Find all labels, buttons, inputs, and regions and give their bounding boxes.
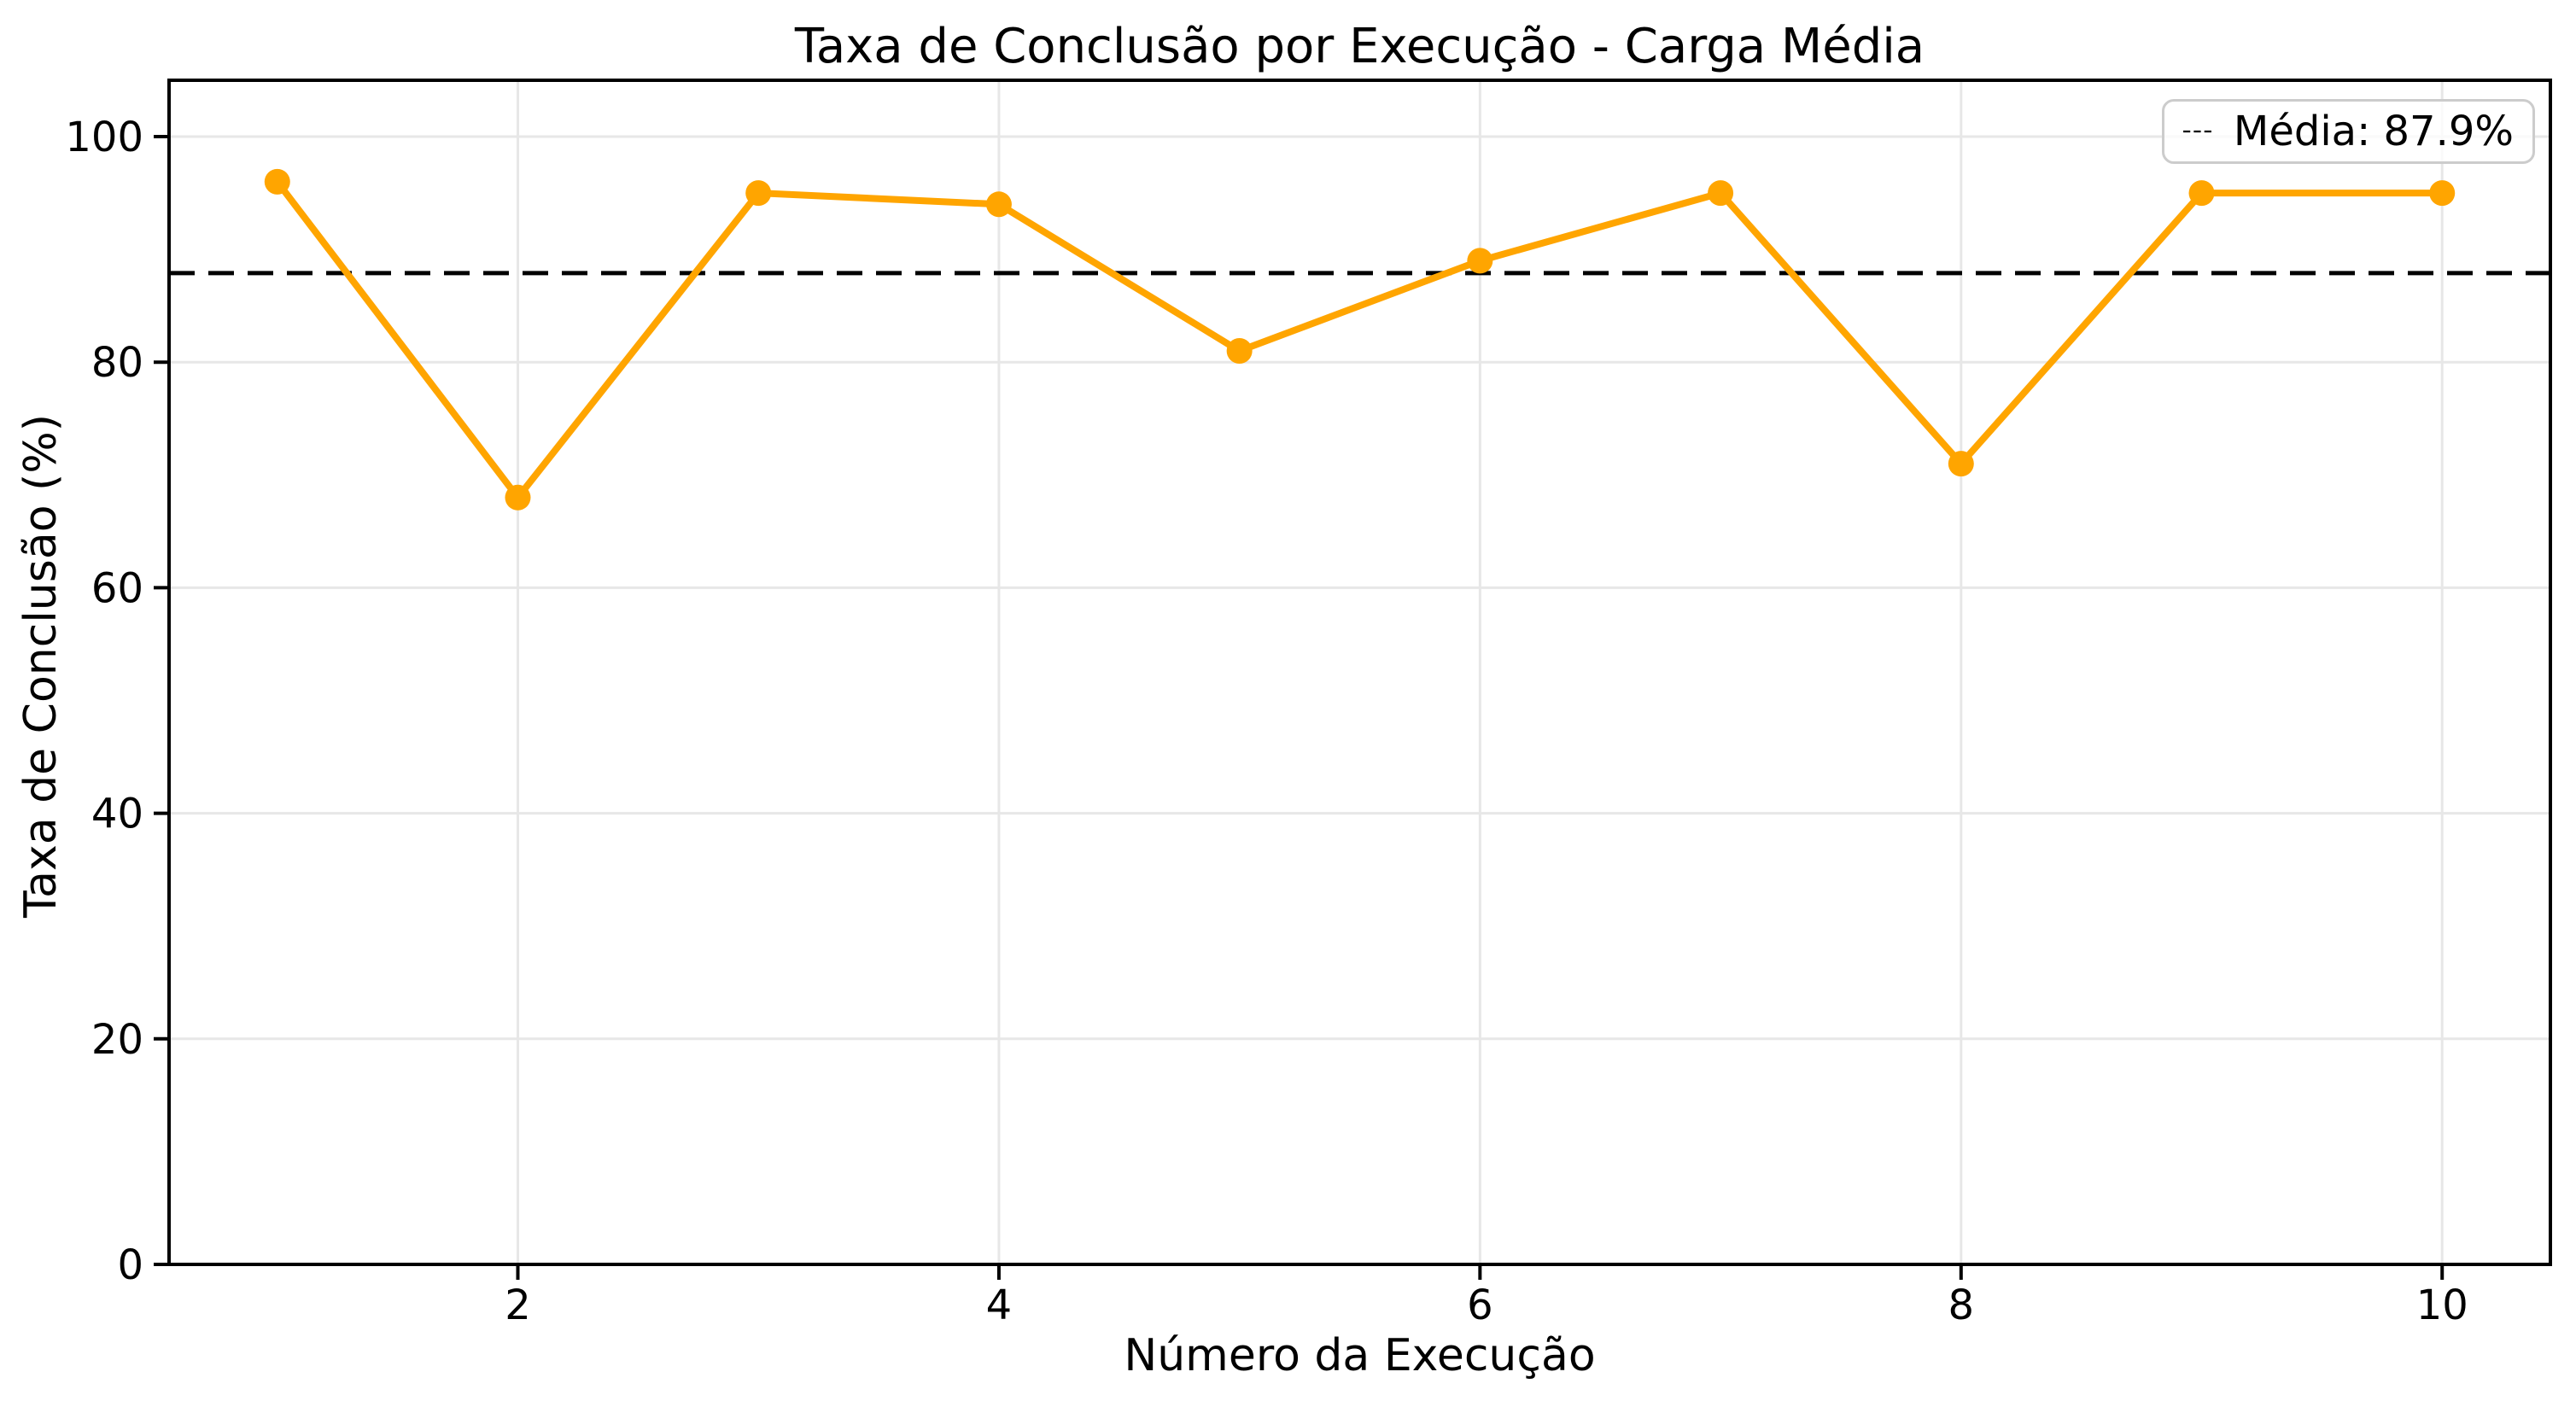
data-point: [985, 191, 1012, 218]
data-point: [2188, 180, 2215, 207]
data-point: [505, 484, 531, 511]
data-point: [2429, 180, 2456, 207]
legend-label: Média: 87.9%: [2233, 108, 2514, 155]
legend-box: Média: 87.9%: [2162, 99, 2535, 164]
y-tick-label: 60: [91, 564, 143, 612]
plot-border: [167, 79, 2552, 1266]
y-tick-label: 40: [91, 791, 143, 838]
chart-title: Taxa de Conclusão por Execução - Carga M…: [794, 19, 1925, 74]
x-tick-label: 6: [1467, 1281, 1493, 1329]
data-point: [264, 168, 290, 195]
y-tick-label: 0: [117, 1241, 143, 1289]
dashed-line-icon: [2183, 130, 2211, 133]
series-line: [273, 178, 2446, 501]
x-tick-label: 10: [2416, 1281, 2468, 1329]
data-point: [745, 180, 772, 207]
x-tick-label: 8: [1948, 1281, 1975, 1329]
y-axis-label: Taxa de Conclusão (%): [15, 413, 67, 919]
x-axis-label: Número da Execução: [1124, 1330, 1596, 1381]
data-point: [1226, 338, 1253, 365]
x-tick-label: 4: [986, 1281, 1013, 1329]
x-tick-label: 2: [505, 1281, 531, 1329]
data-point: [1708, 180, 1734, 207]
y-tick-label: 100: [65, 114, 143, 161]
y-tick-label: 80: [91, 339, 143, 387]
y-tick-label: 20: [91, 1016, 143, 1064]
data-point: [1948, 451, 1974, 477]
data-point: [1467, 248, 1493, 274]
